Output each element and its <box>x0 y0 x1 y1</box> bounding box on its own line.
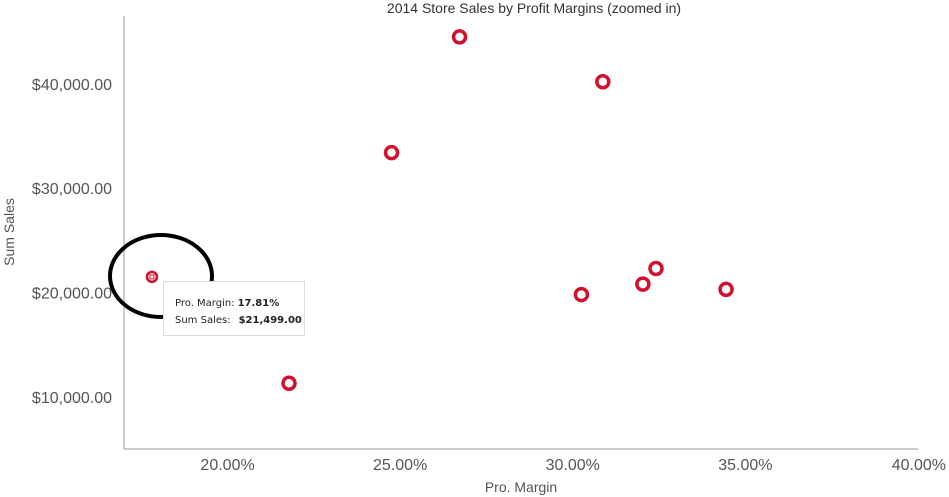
data-point[interactable] <box>635 276 651 292</box>
x-tick-labels: 20.00% 25.00% 30.00% 35.00% 40.00% <box>200 457 946 474</box>
data-point[interactable] <box>451 29 468 45</box>
selected-point-marker <box>149 274 155 280</box>
y-tick-label: $10,000.00 <box>32 390 112 407</box>
data-point[interactable] <box>145 270 159 284</box>
data-point[interactable] <box>718 281 734 298</box>
data-point[interactable] <box>648 260 664 277</box>
y-axis-title: Sum Sales <box>1 198 17 266</box>
x-tick-label: 30.00% <box>546 457 600 474</box>
x-tick-label: 25.00% <box>373 457 427 474</box>
tooltip: Pro. Margin: 17.81% Sum Sales: $21,499.00 <box>163 281 305 336</box>
tooltip-margin-value: 17.81% <box>237 298 280 309</box>
tooltip-row-sales: Sum Sales: $21,499.00 <box>175 312 304 329</box>
y-tick-label: $40,000.00 <box>32 77 112 94</box>
y-tick-label: $20,000.00 <box>32 285 112 302</box>
x-tick-label: 40.00% <box>892 457 946 474</box>
tooltip-row-margin: Pro. Margin: 17.81% <box>175 295 304 312</box>
y-tick-label: $30,000.00 <box>32 181 112 198</box>
x-axis-title: Pro. Margin <box>485 479 557 495</box>
annotation-circle <box>108 233 214 319</box>
tooltip-margin-label: Pro. Margin: <box>175 298 235 309</box>
data-point[interactable] <box>383 144 400 161</box>
data-point[interactable] <box>595 73 611 90</box>
data-points <box>145 29 734 392</box>
y-tick-labels: $10,000.00 $20,000.00 $30,000.00 $40,000.00 <box>32 77 112 407</box>
x-tick-label: 20.00% <box>200 457 254 474</box>
x-tick-label: 35.00% <box>718 457 772 474</box>
tooltip-sales-value: $21,499.00 <box>238 315 302 326</box>
tooltip-sales-label: Sum Sales: <box>175 315 231 326</box>
chart-title: 2014 Store Sales by Profit Margins (zoom… <box>387 0 681 16</box>
data-point[interactable] <box>281 375 297 392</box>
data-point[interactable] <box>573 286 590 303</box>
